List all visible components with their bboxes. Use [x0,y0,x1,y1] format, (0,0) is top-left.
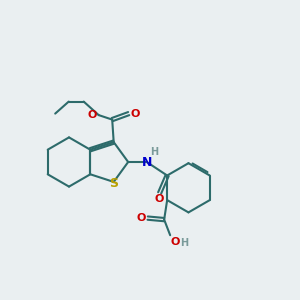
Text: H: H [180,238,188,248]
Text: O: O [130,109,140,118]
Text: O: O [170,237,179,247]
Text: O: O [137,213,146,223]
Text: O: O [155,194,164,204]
Text: S: S [109,177,118,190]
Text: H: H [150,147,158,157]
Text: N: N [142,155,152,169]
Text: O: O [88,110,97,120]
